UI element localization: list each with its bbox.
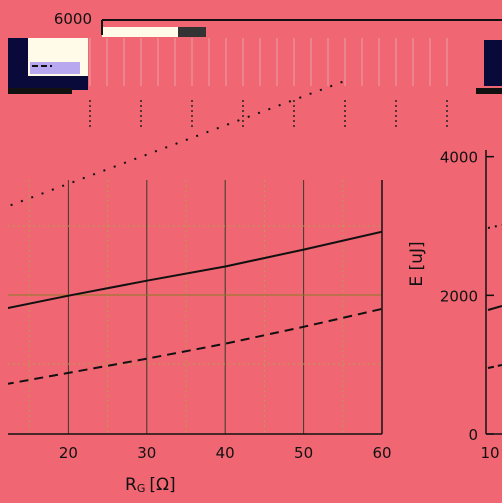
- x-tick-label: 60: [372, 444, 391, 462]
- legend-strip-dark: [178, 27, 206, 37]
- energy-y-axis-label: E [uJ]: [407, 241, 427, 286]
- x-tick-label: 30: [137, 444, 156, 462]
- right-block-dark: [484, 40, 502, 86]
- grid: [8, 180, 383, 434]
- plot-main: 20 30 40 50 60 RG [Ω]: [8, 80, 392, 495]
- series-line-dashed: [8, 307, 382, 385]
- energy-y-tick-label: 2000: [440, 287, 478, 305]
- legend-block-violet: [30, 62, 80, 74]
- x-tick-label: 50: [294, 444, 313, 462]
- legend-strip-light: [102, 27, 202, 37]
- energy-y-tick-label: 6000: [54, 10, 92, 28]
- plot-energy-axis: 0 2000 4000 6000 10 E [uJ]: [54, 10, 502, 462]
- series-line-solid: [8, 230, 382, 310]
- x-tick-label: 40: [216, 444, 235, 462]
- x-tick-label: 20: [59, 444, 78, 462]
- energy-series-dashed: [487, 364, 502, 369]
- legend-bar-left: [8, 88, 72, 94]
- energy-y-tick-labels: 0 2000 4000 6000: [54, 10, 494, 444]
- x-axis-label: RG [Ω]: [125, 475, 176, 495]
- series-line-dotted: [8, 80, 351, 208]
- energy-y-tick-label: 4000: [440, 149, 478, 167]
- legend-bar-right: [476, 88, 502, 94]
- x-tick-labels: 20 30 40 50 60: [59, 444, 392, 462]
- clutter-ticks: [89, 38, 448, 128]
- energy-x-tick-label: 10: [480, 444, 499, 462]
- top-band: [8, 19, 502, 128]
- series-group: [8, 80, 382, 385]
- energy-series-solid: [487, 305, 502, 311]
- energy-y-tick-label: 0: [468, 426, 478, 444]
- energy-series-dotted: [487, 224, 502, 229]
- energy-x-tick-labels: 10: [480, 444, 499, 462]
